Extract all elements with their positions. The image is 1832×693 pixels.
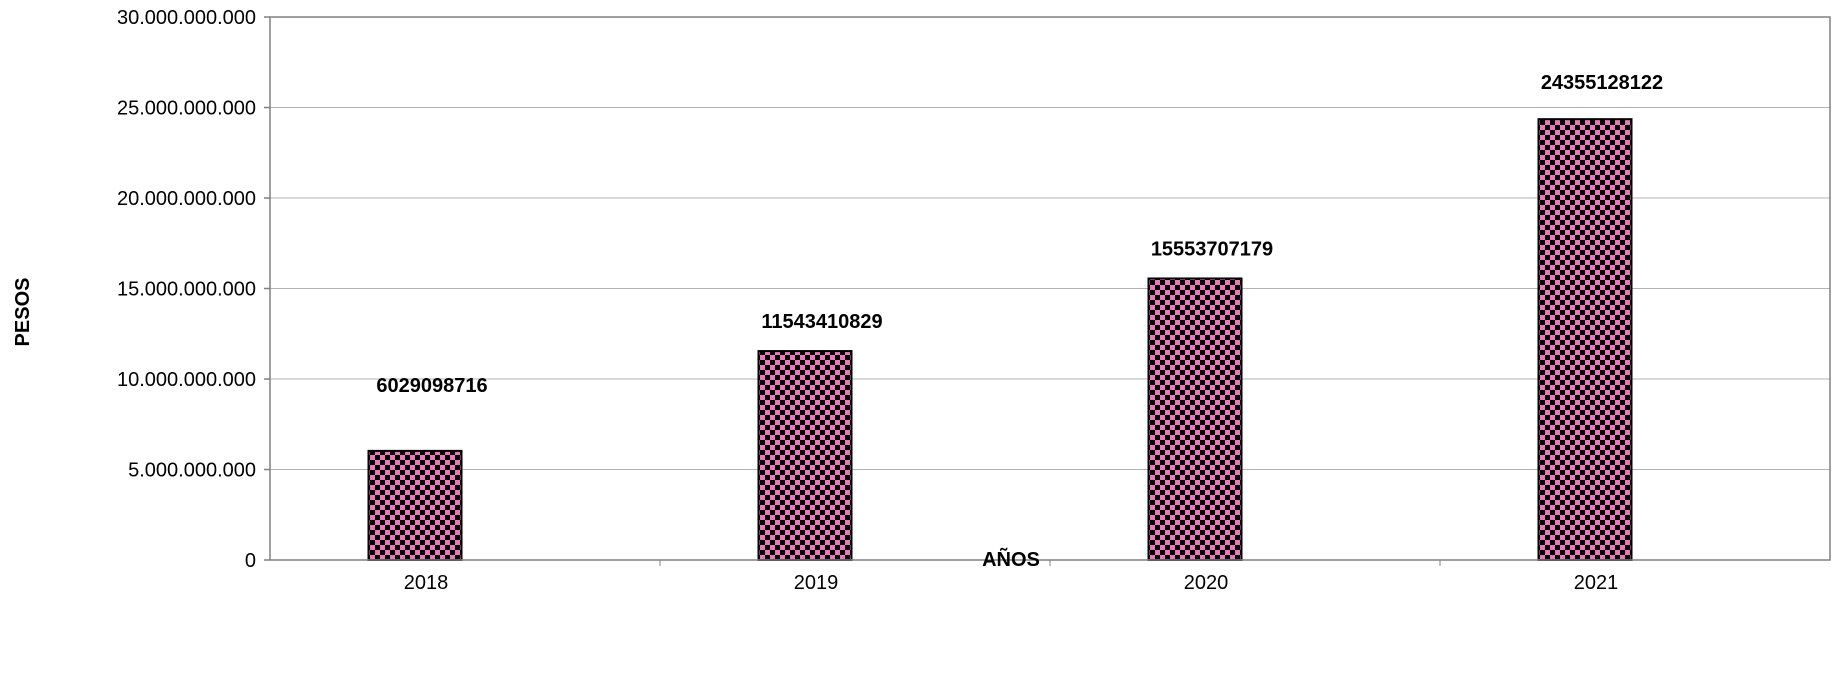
y-tick-label: 0 xyxy=(245,550,256,572)
x-axis-title: AÑOS xyxy=(982,548,1040,571)
x-tick-label-2018: 2018 xyxy=(404,572,449,594)
data-label-2020: 15553707179 xyxy=(1151,238,1273,260)
x-axis-ticks: 2018 2019 2020 2021 xyxy=(404,560,1619,594)
x-tick-label-2020: 2020 xyxy=(1184,572,1229,594)
data-label-2019: 11543410829 xyxy=(761,311,882,333)
bar-2019 xyxy=(757,350,853,561)
y-tick-label: 10.000.000.000 xyxy=(117,369,256,391)
y-tick-label: 30.000.000.000 xyxy=(117,7,256,29)
data-label-2018: 6029098716 xyxy=(376,375,487,397)
y-axis-title: PESOS xyxy=(12,278,34,347)
bar-2021 xyxy=(1537,118,1633,561)
y-tick-label: 5.000.000.000 xyxy=(128,460,256,482)
x-tick-label-2021: 2021 xyxy=(1574,572,1619,594)
bars xyxy=(367,118,1633,562)
y-tick-label: 20.000.000.000 xyxy=(117,188,256,210)
y-tick-label: 25.000.000.000 xyxy=(117,98,256,120)
data-labels: 6029098716 11543410829 15553707179 24355128… xyxy=(376,72,1663,397)
bar-2020 xyxy=(1147,277,1243,561)
y-axis-ticks: 0 5.000.000.000 10.000.000.000 15.000.000.0… xyxy=(117,7,270,572)
plot-frame xyxy=(269,16,1831,561)
data-label-2021: 24355128122 xyxy=(1541,72,1663,94)
y-tick-label: 15.000.000.000 xyxy=(117,279,256,301)
bar-2018 xyxy=(367,449,463,562)
x-tick-label-2019: 2019 xyxy=(794,572,839,594)
